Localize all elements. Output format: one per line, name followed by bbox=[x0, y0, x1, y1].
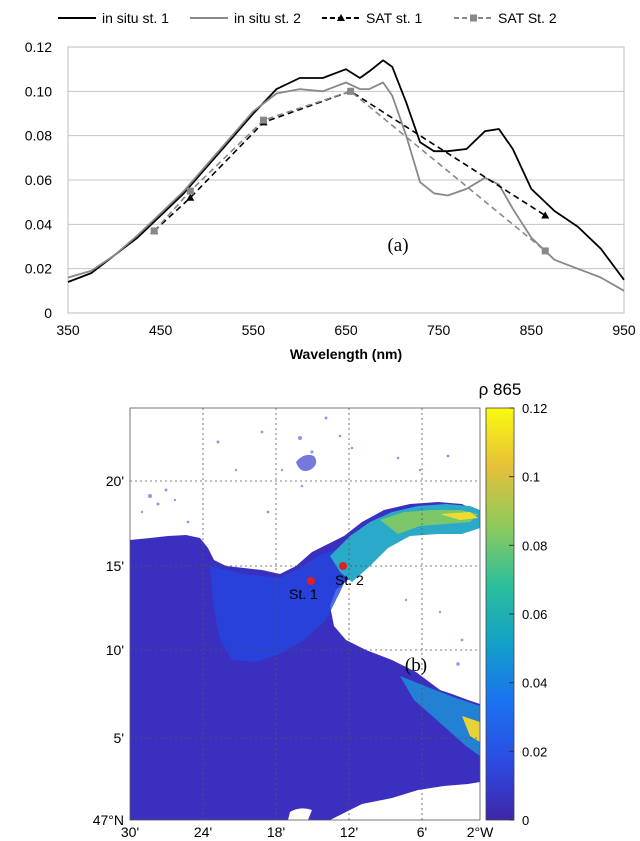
chart-gridlines bbox=[68, 46, 624, 314]
series-line-4 bbox=[153, 90, 546, 252]
map-image bbox=[130, 408, 480, 820]
inland-water-patch bbox=[296, 454, 317, 471]
longitude-tick-label: 2°W bbox=[467, 824, 494, 840]
river-plume-peak bbox=[440, 512, 478, 520]
x-tick-label: 750 bbox=[427, 322, 451, 338]
sat-st1-point bbox=[186, 193, 195, 201]
station-2-marker bbox=[339, 562, 347, 570]
x-tick-label: 950 bbox=[612, 322, 636, 338]
latitude-tick-label: 47°N bbox=[93, 812, 124, 828]
colorbar-tick-label: 0.04 bbox=[522, 676, 547, 691]
x-tick-label: 650 bbox=[334, 322, 358, 338]
panel-label-a: (a) bbox=[387, 235, 408, 256]
colorbar-ticks: 0 0.02 0.04 0.06 0.08 0.1 0.12 bbox=[509, 401, 547, 828]
chart-legend: in situ st. 1 in situ st. 2 SAT st. 1 SAT S… bbox=[58, 10, 557, 26]
legend-label: SAT st. 1 bbox=[366, 10, 422, 26]
colorbar-title: ρ 865 bbox=[479, 380, 522, 399]
x-tick-label: 550 bbox=[242, 322, 266, 338]
longitude-tick-label: 6' bbox=[417, 824, 427, 840]
latitude-tick-label: 5' bbox=[114, 730, 124, 746]
sat-st2-point bbox=[541, 247, 549, 255]
colorbar-tick-label: 0 bbox=[522, 813, 529, 828]
reflectance-map: 30' 24' 18' 12' 6' 2°W 47°N5'10'15'20' St. 1 … bbox=[93, 380, 548, 840]
legend-label: in situ st. 1 bbox=[102, 10, 169, 26]
y-tick-label: 0.06 bbox=[25, 172, 52, 188]
legend-marker bbox=[470, 14, 477, 22]
spectra-chart: in situ st. 1 in situ st. 2 SAT st. 1 SAT S… bbox=[25, 10, 636, 362]
map-latitude-ticks: 47°N 5' 10' 15' 20' bbox=[93, 473, 124, 828]
latitude-tick-label: 20' bbox=[106, 473, 124, 489]
colorbar-tick-label: 0.12 bbox=[522, 401, 547, 416]
map-speckles bbox=[140, 416, 464, 692]
y-tick-label: 0.12 bbox=[25, 39, 52, 55]
y-tick-label: 0.08 bbox=[25, 128, 52, 144]
x-tick-label: 850 bbox=[520, 322, 544, 338]
legend-label: SAT St. 2 bbox=[498, 10, 557, 26]
station-2-label: St. 2 bbox=[335, 572, 364, 588]
colorbar-tick-label: 0.1 bbox=[522, 470, 540, 485]
x-axis-title: Wavelength (nm) bbox=[290, 346, 402, 362]
y-axis-ticks: 0 0.02 0.04 0.06 0.08 0.10 0.12 bbox=[25, 39, 52, 321]
y-tick-label: 0.04 bbox=[25, 216, 52, 232]
colorbar-tick-label: 0.08 bbox=[522, 538, 547, 553]
map-graticule bbox=[130, 408, 480, 820]
station-1-marker bbox=[307, 577, 315, 585]
southern-coastal-plume bbox=[400, 676, 480, 756]
latitude-tick-label: 10' bbox=[106, 642, 124, 658]
longitude-tick-label: 18' bbox=[267, 824, 285, 840]
y-tick-label: 0.02 bbox=[25, 261, 52, 277]
south-land bbox=[330, 782, 480, 820]
sat-st2-point bbox=[150, 227, 158, 235]
y-tick-label: 0.10 bbox=[25, 83, 52, 99]
panel-label-b: (b) bbox=[405, 655, 427, 676]
map-longitude-ticks: 30' 24' 18' 12' 6' 2°W bbox=[121, 824, 494, 840]
colorbar-tick-label: 0.06 bbox=[522, 607, 547, 622]
sat-st1-point bbox=[541, 211, 550, 219]
chart-series bbox=[67, 59, 625, 292]
x-tick-label: 450 bbox=[149, 322, 173, 338]
map-frame bbox=[129, 407, 481, 821]
series-line-2 bbox=[67, 81, 625, 292]
coastal-hotspot bbox=[462, 716, 480, 742]
sat-st2-point bbox=[186, 187, 194, 195]
plot-frame bbox=[67, 46, 625, 314]
longitude-tick-label: 12' bbox=[340, 824, 358, 840]
south-island bbox=[288, 808, 312, 820]
latitude-tick-label: 15' bbox=[106, 558, 124, 574]
x-axis-ticks: 350 450 550 650 750 850 950 bbox=[56, 322, 636, 338]
longitude-tick-label: 24' bbox=[194, 824, 212, 840]
colorbar-tick-label: 0.02 bbox=[522, 744, 547, 759]
legend-marker bbox=[337, 14, 345, 21]
x-tick-label: 350 bbox=[56, 322, 80, 338]
estuary-mid-zone bbox=[210, 548, 352, 662]
series-line-1 bbox=[67, 59, 625, 283]
sat-st2-point bbox=[260, 116, 268, 124]
legend-label: in situ st. 2 bbox=[234, 10, 301, 26]
station-1-label: St. 1 bbox=[289, 586, 318, 602]
longitude-tick-label: 30' bbox=[121, 824, 139, 840]
sat-st2-point bbox=[347, 87, 355, 95]
y-tick-label: 0 bbox=[44, 305, 52, 321]
